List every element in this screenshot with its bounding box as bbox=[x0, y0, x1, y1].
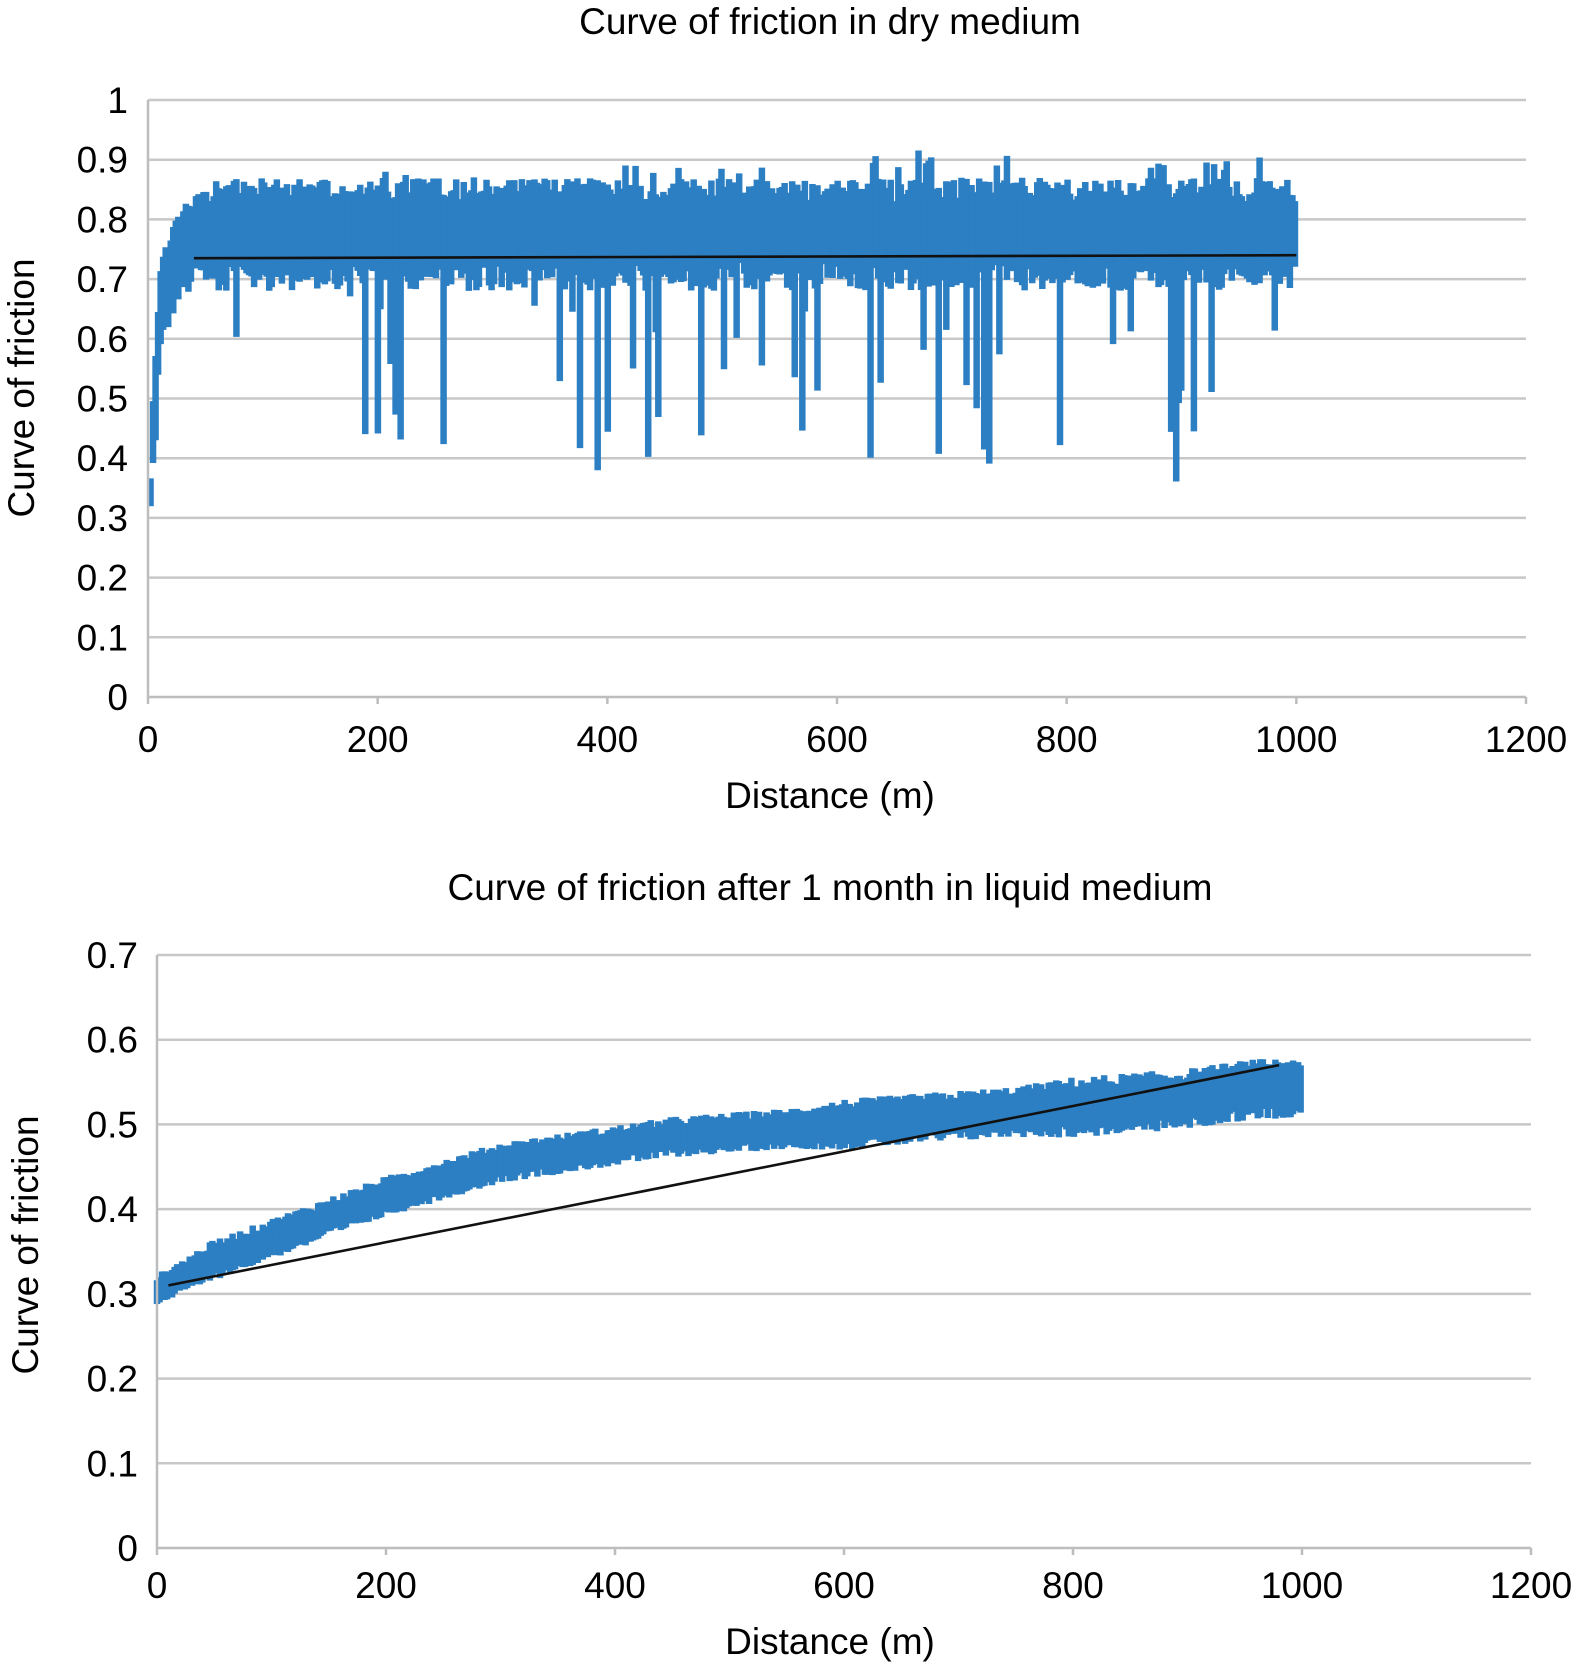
x-tick-labels: 0 200 400 600 800 1000 1200 bbox=[147, 1565, 1572, 1606]
y-tick-label: 0.2 bbox=[77, 558, 128, 599]
y-tick-label: 0 bbox=[117, 1528, 138, 1569]
x-tick-label: 1200 bbox=[1490, 1565, 1572, 1606]
y-axis-label: Curve of friction bbox=[5, 1115, 46, 1374]
x-axis-label: Distance (m) bbox=[725, 1621, 935, 1662]
series-friction bbox=[153, 1059, 1304, 1305]
x-tick-label: 1000 bbox=[1255, 719, 1337, 760]
y-tick-labels: 0 0.1 0.2 0.3 0.4 0.5 0.6 0.7 bbox=[87, 935, 138, 1569]
chart-liquid-medium: Curve of friction after 1 month in liqui… bbox=[5, 867, 1572, 1662]
y-tick-label: 0.2 bbox=[87, 1359, 138, 1400]
x-tick-label: 1000 bbox=[1261, 1565, 1343, 1606]
y-tick-label: 0.7 bbox=[87, 935, 138, 976]
y-tick-label: 0.6 bbox=[77, 319, 128, 360]
trendline bbox=[193, 253, 1297, 260]
chart-title: Curve of friction after 1 month in liqui… bbox=[447, 867, 1212, 908]
y-tick-label: 0.7 bbox=[77, 259, 128, 300]
x-tick-label: 200 bbox=[355, 1565, 417, 1606]
x-tick-label: 800 bbox=[1036, 719, 1098, 760]
y-tick-label: 0.4 bbox=[77, 438, 128, 479]
x-tick-label: 800 bbox=[1042, 1565, 1104, 1606]
y-tick-label: 0.3 bbox=[87, 1274, 138, 1315]
x-tick-labels: 0 200 400 600 800 1000 1200 bbox=[138, 719, 1567, 760]
x-tick-label: 0 bbox=[147, 1565, 168, 1606]
y-tick-label: 1 bbox=[107, 80, 128, 121]
y-tick-label: 0.6 bbox=[87, 1020, 138, 1061]
y-tick-label: 0.9 bbox=[77, 140, 128, 181]
axes bbox=[155, 955, 1533, 1555]
series-friction bbox=[147, 150, 1299, 507]
x-tick-label: 200 bbox=[347, 719, 409, 760]
y-tick-label: 0.3 bbox=[77, 498, 128, 539]
y-tick-label: 0.1 bbox=[87, 1443, 138, 1484]
chart-dry-medium: Curve of friction in dry medium 00.10.20… bbox=[1, 1, 1567, 816]
y-tick-label: 0.4 bbox=[87, 1189, 138, 1230]
y-tick-label: 0.8 bbox=[77, 199, 128, 240]
y-tick-label: 0.1 bbox=[77, 617, 128, 658]
x-tick-label: 400 bbox=[584, 1565, 646, 1606]
axes bbox=[146, 100, 1528, 704]
x-tick-label: 600 bbox=[813, 1565, 875, 1606]
y-axis-label: Curve of friction bbox=[1, 258, 42, 517]
grid bbox=[148, 98, 1526, 639]
y-tick-label: 0.5 bbox=[87, 1104, 138, 1145]
x-tick-label: 400 bbox=[576, 719, 638, 760]
trendline-path bbox=[168, 1063, 1280, 1287]
x-tick-label: 0 bbox=[138, 719, 159, 760]
trendline-path bbox=[193, 253, 1297, 260]
x-tick-label: 600 bbox=[806, 719, 868, 760]
x-tick-label: 1200 bbox=[1485, 719, 1567, 760]
y-tick-labels: 0 0.1 0.2 0.3 0.4 0.5 0.6 0.7 0.8 0.9 1 bbox=[77, 80, 128, 718]
chart-title: Curve of friction in dry medium bbox=[579, 1, 1081, 42]
trendline bbox=[168, 1063, 1280, 1287]
y-tick-label: 0 bbox=[107, 677, 128, 718]
y-tick-label: 0.5 bbox=[77, 379, 128, 420]
x-axis-label: Distance (m) bbox=[725, 775, 935, 816]
